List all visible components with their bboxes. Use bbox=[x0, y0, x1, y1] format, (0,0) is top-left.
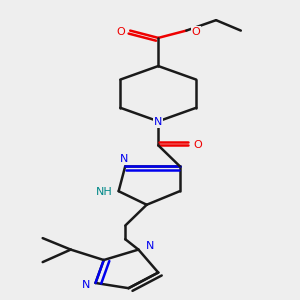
Text: N: N bbox=[119, 154, 128, 164]
Text: N: N bbox=[154, 117, 162, 128]
Text: N: N bbox=[146, 242, 154, 251]
Text: O: O bbox=[194, 140, 202, 150]
Text: O: O bbox=[192, 27, 201, 37]
Text: N: N bbox=[81, 280, 90, 290]
Text: O: O bbox=[116, 27, 125, 37]
Text: NH: NH bbox=[95, 187, 112, 197]
